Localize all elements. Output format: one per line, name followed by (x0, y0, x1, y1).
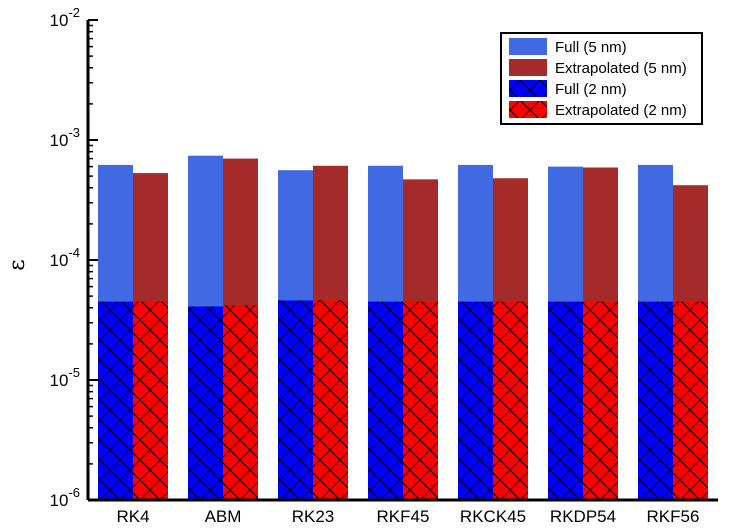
bar-hatch (673, 301, 708, 500)
bar-hatch (313, 300, 348, 500)
y-tick-label: 10-2 (50, 5, 80, 30)
legend-swatch-hatch (509, 80, 547, 97)
legend-swatch (509, 59, 547, 76)
bar-hatch (548, 301, 583, 500)
bar-hatch (188, 306, 223, 500)
y-axis-label: ε (5, 259, 30, 270)
x-tick-label: RKCK45 (460, 507, 526, 526)
legend-entry-label: Extrapolated (2 nm) (555, 102, 687, 119)
bars-group (98, 155, 708, 501)
bar-hatch (493, 301, 528, 500)
bar-hatch (403, 301, 438, 500)
legend-entry-label: Extrapolated (5 nm) (555, 60, 687, 77)
bar-hatch (223, 305, 258, 500)
bar-hatch (458, 301, 493, 500)
legend-swatch-hatch (509, 101, 547, 118)
bar-hatch (98, 301, 133, 500)
y-tick-label: 10-6 (50, 485, 80, 510)
bar-hatch (133, 301, 168, 500)
y-tick-label: 10-3 (50, 125, 80, 150)
x-tick-label: ABM (205, 507, 242, 526)
x-tick-label: RK23 (292, 507, 335, 526)
y-tick-label: 10-5 (50, 365, 80, 390)
axes-group: 10-6 10-5 10-4 10-3 10-2 ε RK4 ABM RK23 RKF45 RKCK… (5, 5, 718, 526)
x-tick-label: RKF45 (377, 507, 430, 526)
x-tick-label: RK4 (116, 507, 149, 526)
x-tick-label: RKF56 (647, 507, 700, 526)
bar-hatch (368, 301, 403, 500)
bar-hatch (583, 301, 618, 500)
y-tick-label: 10-4 (50, 245, 80, 270)
legend-swatch (509, 38, 547, 55)
legend-entry-label: Full (5 nm) (555, 39, 627, 56)
x-tick-label: RKDP54 (550, 507, 616, 526)
bar-hatch (278, 300, 313, 500)
legend-entry-label: Full (2 nm) (555, 81, 627, 98)
bar-hatch (638, 301, 673, 500)
legend: Full (5 nm) Extrapolated (5 nm) Full (2 nm… (500, 32, 703, 125)
